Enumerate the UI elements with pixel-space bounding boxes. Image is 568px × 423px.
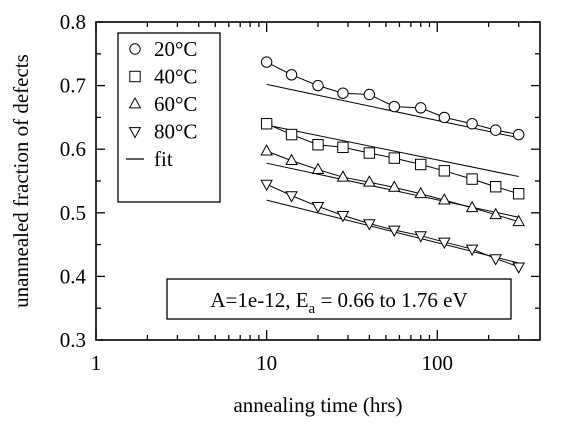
data-point-triangle-up — [285, 153, 298, 166]
data-point-triangle-up — [387, 180, 401, 192]
legend-label-fit: fit — [154, 147, 173, 171]
data-point-triangle-down — [285, 191, 298, 203]
x-tick-label: 100 — [422, 351, 454, 375]
legend-label: 20°C — [154, 37, 197, 61]
y-tick-label: 0.7 — [60, 74, 86, 98]
data-point-triangle-up — [363, 175, 376, 187]
data-point-square — [285, 128, 298, 141]
y-tick-label: 0.8 — [60, 10, 86, 34]
data-point-square — [512, 188, 525, 200]
data-point-circle — [285, 69, 298, 81]
legend-marker-triangle-up — [128, 96, 142, 109]
data-point-square — [438, 165, 451, 177]
x-axis-title: annealing time (hrs) — [233, 393, 402, 417]
data-point-circle — [512, 128, 525, 141]
x-tick-label: 10 — [256, 351, 277, 375]
y-tick-label: 0.4 — [60, 264, 87, 288]
data-point-circle — [260, 56, 273, 68]
y-tick-label: 0.3 — [60, 328, 86, 352]
annotation-box — [166, 278, 512, 320]
data-point-triangle-down — [512, 262, 525, 274]
data-point-square — [260, 118, 273, 130]
series-line-3 — [266, 183, 519, 268]
y-tick-label: 0.5 — [60, 201, 86, 225]
data-point-circle — [312, 79, 324, 92]
data-point-circle — [466, 118, 478, 130]
data-point-triangle-up — [336, 170, 350, 182]
legend-label: 60°C — [154, 92, 197, 116]
series-line-0 — [266, 61, 519, 136]
data-point-triangle-down — [438, 237, 451, 250]
legend-marker-circle — [129, 43, 141, 55]
data-point-triangle-down — [489, 254, 503, 266]
y-tick-label: 0.6 — [60, 137, 86, 161]
data-point-triangle-down — [387, 225, 401, 237]
data-point-circle — [415, 102, 427, 114]
legend-marker-square — [129, 70, 141, 83]
annotation-prefix: A=1e-12, E — [210, 288, 308, 312]
data-point-circle — [489, 124, 502, 136]
data-point-triangle-up — [260, 144, 273, 156]
data-point-triangle-up — [489, 207, 503, 220]
annotation-subscript: a — [309, 301, 316, 317]
data-point-triangle-up — [512, 214, 525, 227]
data-point-triangle-up — [465, 200, 479, 213]
data-point-square — [312, 139, 324, 151]
legend-label: 40°C — [154, 65, 197, 89]
legend-box — [117, 32, 221, 203]
data-point-triangle-up — [414, 186, 428, 199]
data-point-square — [388, 152, 401, 164]
data-point-triangle-down — [260, 179, 273, 192]
annotation-text: A=1e-12, Ea = 0.66 to 1.76 eV — [210, 288, 467, 317]
data-point-triangle-up — [438, 193, 451, 205]
data-point-circle — [438, 111, 451, 124]
data-point-circle — [337, 87, 349, 99]
data-point-triangle-down — [465, 244, 479, 257]
legend-label: 80°C — [154, 120, 197, 144]
data-point-square — [337, 141, 349, 153]
data-point-circle — [363, 88, 376, 101]
data-point-triangle-down — [336, 210, 350, 223]
data-point-square — [363, 147, 376, 159]
annotation-suffix: = 0.66 to 1.76 eV — [315, 288, 467, 312]
data-point-circle — [388, 100, 401, 113]
y-axis-title: unannealed fraction of defects — [9, 54, 33, 308]
data-point-triangle-up — [311, 162, 325, 174]
data-point-triangle-down — [414, 231, 428, 243]
data-point-square — [489, 181, 502, 193]
data-point-triangle-down — [363, 219, 376, 231]
fit-line-1 — [266, 124, 519, 178]
legend-marker-triangle-down — [128, 127, 142, 139]
data-point-square — [466, 173, 478, 185]
data-point-square — [415, 158, 427, 171]
data-point-triangle-down — [311, 202, 325, 214]
x-tick-label: 1 — [91, 351, 102, 375]
